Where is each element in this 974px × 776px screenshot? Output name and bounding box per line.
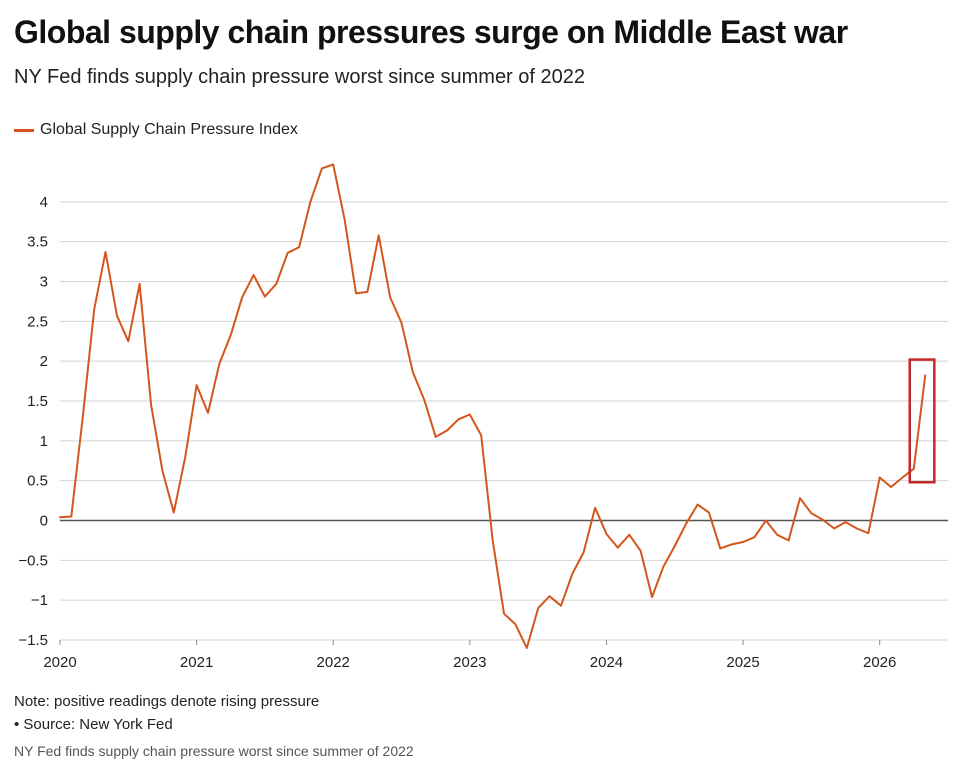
chart-note: Note: positive readings denote rising pr…: [14, 693, 320, 710]
y-tick-label: −0.5: [18, 552, 48, 569]
y-tick-label: 3.5: [27, 234, 48, 251]
y-axis-ticks: −1.5 −1 −0.5 0 0.5 1 1.5 2 2.5 3 3.5 4: [18, 194, 48, 649]
series-line: [59, 163, 927, 649]
grid-lines: [60, 201, 948, 641]
y-tick-label: −1: [31, 592, 48, 609]
y-tick-label: −1.5: [18, 632, 48, 649]
line-chart: −1.5 −1 −0.5 0 0.5 1 1.5 2 2.5 3 3.5 4 2020 2021 2022…: [18, 163, 948, 671]
chart-title: Global supply chain pressures surge on M…: [14, 14, 848, 50]
legend-label: Global Supply Chain Pressure Index: [40, 121, 298, 138]
x-tick-label: 2025: [726, 654, 759, 671]
y-tick-label: 1.5: [27, 393, 48, 410]
chart-legend: Global Supply Chain Pressure Index: [14, 121, 298, 139]
series-layer: [59, 163, 927, 649]
x-tick-label: 2022: [317, 654, 350, 671]
y-tick-label: 1: [40, 433, 48, 450]
x-axis-ticks: 2020 2021 2022 2023 2024 2025 2026: [43, 640, 896, 671]
x-tick-label: 2020: [43, 654, 76, 671]
x-tick-label: 2023: [453, 654, 486, 671]
y-tick-label: 3: [40, 274, 48, 291]
legend-swatch-line: [14, 128, 34, 132]
y-tick-label: 2: [40, 353, 48, 370]
chart-caption: NY Fed finds supply chain pressure worst…: [14, 743, 414, 759]
highlight-layer: [908, 358, 936, 484]
chart-subtitle: NY Fed finds supply chain pressure worst…: [14, 66, 586, 88]
x-tick-label: 2021: [180, 654, 213, 671]
y-tick-label: 2.5: [27, 313, 48, 330]
x-tick-label: 2026: [863, 654, 896, 671]
y-tick-label: 0: [40, 513, 48, 530]
chart-source: • Source: New York Fed: [14, 716, 173, 733]
highlight-box: [908, 358, 936, 484]
x-tick-label: 2024: [590, 654, 623, 671]
y-tick-label: 4: [40, 194, 48, 211]
y-tick-label: 0.5: [27, 473, 48, 490]
